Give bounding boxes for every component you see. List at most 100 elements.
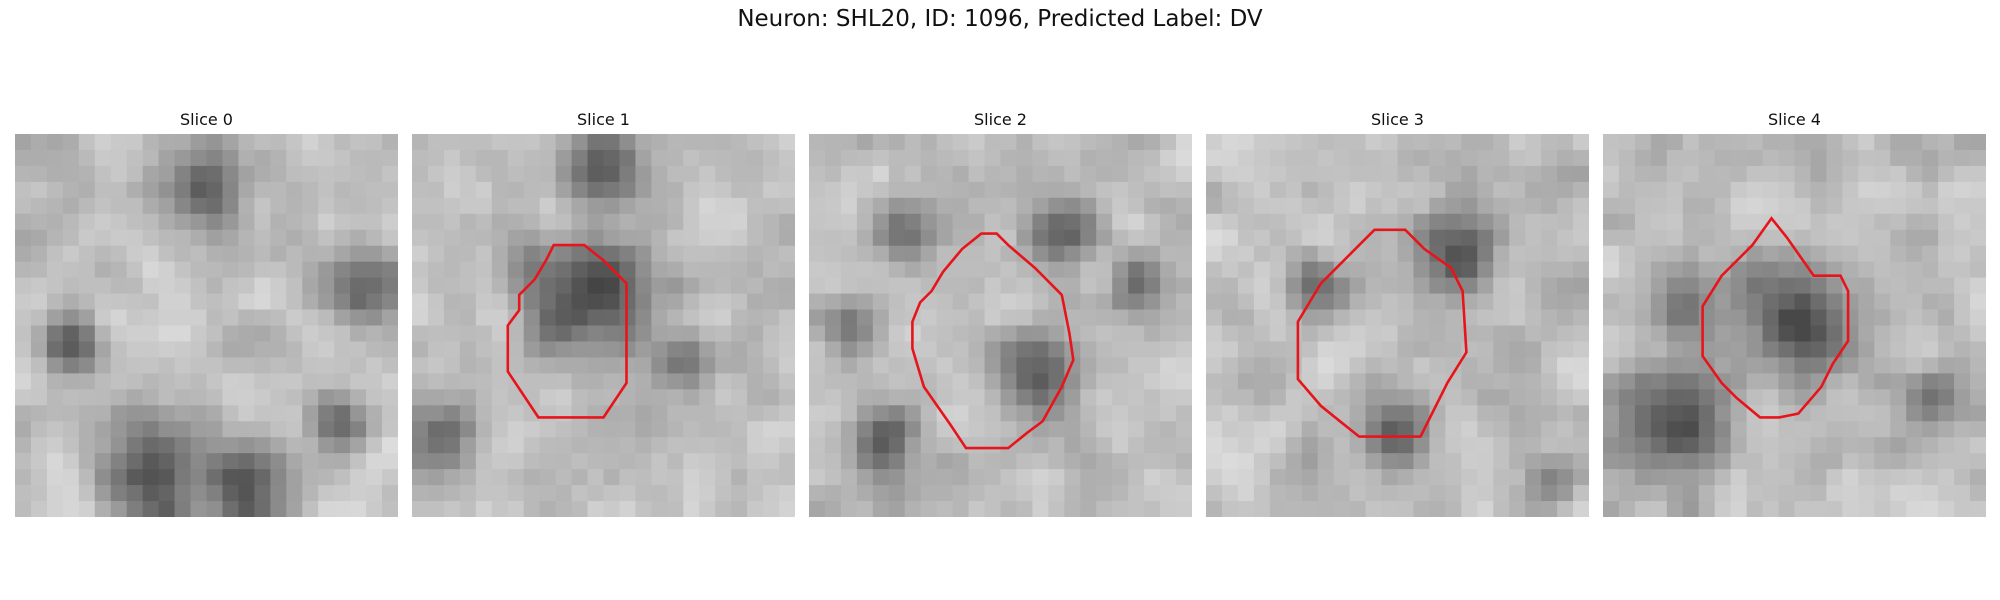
image-pixel: [888, 341, 906, 359]
image-pixel: [1938, 181, 1955, 199]
image-pixel: [1048, 134, 1065, 151]
image-pixel: [984, 389, 1002, 406]
image-pixel: [1810, 261, 1828, 279]
image-pixel: [1032, 277, 1049, 295]
image-pixel: [1541, 165, 1558, 183]
image-pixel: [1890, 373, 1907, 390]
image-pixel: [1874, 134, 1891, 151]
image-pixel: [731, 453, 748, 470]
image-pixel: [30, 229, 48, 247]
image-pixel: [507, 149, 525, 167]
image-pixel: [1237, 134, 1255, 151]
image-pixel: [699, 325, 716, 343]
image-pixel: [747, 245, 764, 263]
image-pixel: [1080, 293, 1097, 311]
image-pixel: [1048, 501, 1065, 517]
image-pixel: [1000, 245, 1018, 263]
image-pixel: [1666, 469, 1684, 486]
image-pixel: [110, 213, 128, 231]
image-pixel: [286, 277, 303, 295]
image-pixel: [318, 213, 335, 231]
image-pixel: [539, 165, 557, 183]
image-pixel: [318, 197, 335, 215]
image-pixel: [1080, 134, 1097, 151]
image-pixel: [779, 277, 795, 295]
image-pixel: [1730, 325, 1748, 343]
image-pixel: [888, 165, 906, 183]
image-pixel: [427, 373, 445, 390]
image-pixel: [1650, 197, 1668, 215]
image-pixel: [427, 437, 445, 454]
image-pixel: [1666, 389, 1684, 406]
image-pixel: [1938, 277, 1955, 295]
image-pixel: [1269, 437, 1287, 454]
image-pixel: [1176, 389, 1192, 406]
image-pixel: [1445, 165, 1462, 183]
image-pixel: [1349, 341, 1367, 359]
image-pixel: [667, 469, 684, 486]
image-pixel: [1144, 134, 1161, 151]
image-pixel: [824, 501, 842, 517]
image-pixel: [270, 134, 287, 151]
image-pixel: [302, 181, 319, 199]
image-pixel: [1714, 229, 1732, 247]
image-pixel: [699, 453, 716, 470]
image-pixel: [459, 293, 477, 311]
image-pixel: [747, 181, 764, 199]
image-pixel: [443, 277, 461, 295]
image-pixel: [763, 277, 780, 295]
image-pixel: [1333, 181, 1351, 199]
image-pixel: [1128, 309, 1145, 327]
image-pixel: [46, 229, 64, 247]
image-pixel: [1682, 261, 1700, 279]
image-pixel: [1032, 197, 1049, 215]
image-pixel: [1650, 213, 1668, 231]
image-pixel: [1096, 437, 1113, 454]
image-pixel: [667, 229, 684, 247]
image-pixel: [1618, 453, 1636, 470]
image-pixel: [699, 293, 716, 311]
image-pixel: [571, 341, 589, 359]
image-pixel: [1682, 469, 1700, 486]
image-pixel: [667, 389, 684, 406]
image-pixel: [1064, 165, 1081, 183]
image-pixel: [1618, 309, 1636, 327]
image-pixel: [94, 197, 112, 215]
image-pixel: [382, 229, 398, 247]
image-pixel: [539, 421, 557, 438]
image-pixel: [238, 453, 255, 470]
image-pixel: [1128, 453, 1145, 470]
image-pixel: [603, 277, 621, 295]
image-pixel: [1826, 309, 1843, 327]
image-pixel: [1954, 213, 1971, 231]
image-pixel: [1746, 453, 1764, 470]
image-pixel: [731, 293, 748, 311]
image-pixel: [635, 181, 652, 199]
image-pixel: [1221, 437, 1239, 454]
image-pixel: [427, 469, 445, 486]
image-pixel: [1714, 213, 1732, 231]
image-pixel: [1176, 405, 1192, 422]
image-pixel: [366, 341, 383, 359]
image-pixel: [715, 229, 732, 247]
image-pixel: [904, 389, 922, 406]
image-pixel: [1493, 341, 1510, 359]
slice-image-3: [1206, 134, 1589, 517]
image-pixel: [840, 181, 858, 199]
image-pixel: [856, 261, 874, 279]
image-pixel: [603, 245, 621, 263]
image-pixel: [683, 453, 700, 470]
image-pixel: [1064, 485, 1081, 502]
image-pixel: [651, 277, 668, 295]
image-pixel: [286, 149, 303, 167]
image-pixel: [142, 453, 160, 470]
image-pixel: [78, 197, 96, 215]
image-pixel: [936, 293, 954, 311]
image-pixel: [126, 134, 144, 151]
image-pixel: [683, 165, 700, 183]
image-pixel: [667, 453, 684, 470]
image-pixel: [30, 469, 48, 486]
image-pixel: [238, 229, 255, 247]
image-pixel: [78, 469, 96, 486]
image-pixel: [809, 181, 826, 199]
